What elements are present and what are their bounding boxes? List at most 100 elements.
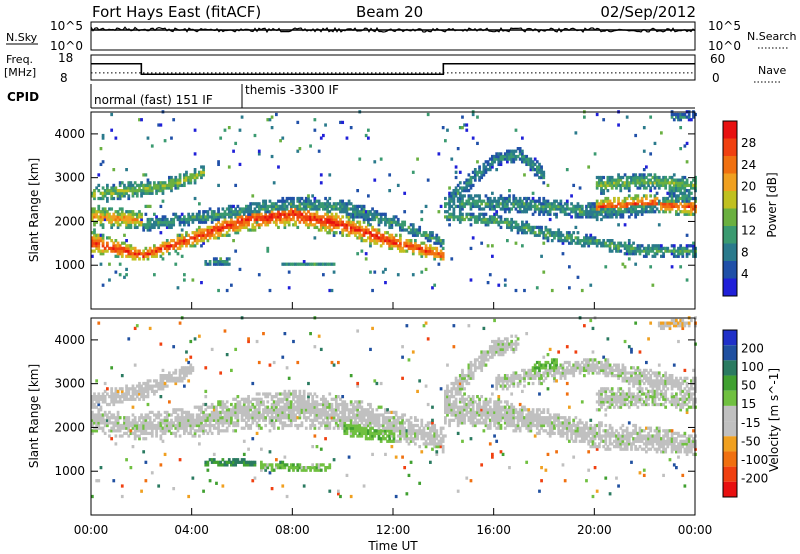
power-cell — [600, 204, 603, 209]
power-cell — [531, 228, 535, 232]
power-cell — [219, 260, 223, 264]
power-cell — [602, 210, 606, 214]
power-cell — [369, 236, 372, 240]
power-cell — [125, 215, 128, 219]
velocity-cell — [304, 408, 308, 412]
velocity-cell — [375, 418, 379, 422]
power-cell — [358, 157, 362, 161]
power-heatmap — [91, 110, 697, 293]
power-cell — [135, 189, 139, 193]
power-cell — [367, 194, 370, 198]
velocity-cell — [114, 392, 118, 396]
velocity-cell — [392, 423, 396, 428]
power-cell — [257, 225, 261, 230]
velocity-cell — [330, 416, 334, 420]
velocity-cell — [326, 466, 330, 470]
power-cell — [313, 215, 317, 219]
power-cell — [491, 207, 494, 211]
power-cell — [240, 210, 244, 214]
velocity-cell — [283, 402, 287, 407]
power-cell — [538, 170, 541, 174]
power-cell — [546, 239, 550, 243]
power-cell — [540, 231, 543, 235]
power-cell — [317, 149, 321, 153]
power-cell — [170, 136, 173, 140]
velocity-cell — [324, 402, 327, 407]
power-cell — [692, 196, 695, 201]
power-cell — [313, 199, 317, 203]
velocity-cell — [236, 460, 240, 464]
power-cell — [399, 246, 402, 251]
velocity-cell — [133, 392, 137, 396]
power-cell — [642, 149, 646, 153]
power-cell — [649, 189, 653, 193]
power-cell — [332, 262, 336, 266]
power-cell — [666, 178, 670, 182]
velocity-cell — [354, 416, 357, 420]
power-cell — [217, 210, 220, 214]
velocity-cell — [221, 402, 225, 407]
power-cell — [232, 149, 235, 153]
power-cell — [99, 249, 103, 253]
power-cell — [200, 215, 203, 219]
power-cell — [176, 246, 180, 251]
power-cell — [157, 220, 161, 224]
velocity-cell — [326, 418, 330, 422]
power-cell — [578, 241, 582, 245]
power-cell — [221, 220, 225, 224]
power-cell — [178, 241, 182, 245]
power-cell — [283, 217, 287, 222]
power-cell — [501, 196, 505, 201]
power-cell — [444, 204, 447, 209]
velocity-cell — [343, 423, 347, 428]
power-cell — [480, 220, 484, 224]
velocity-cell — [176, 376, 180, 380]
power-cell — [155, 223, 158, 227]
power-cell — [572, 210, 576, 214]
power-cell — [317, 220, 321, 224]
power-cell — [657, 186, 661, 190]
power-cell — [210, 231, 214, 235]
velocity-cell — [384, 410, 387, 415]
power-cell — [373, 210, 377, 214]
velocity-cell — [384, 431, 387, 436]
power-cell — [461, 194, 464, 198]
power-cell — [379, 239, 383, 243]
velocity-cell — [317, 463, 321, 467]
velocity-cell — [334, 418, 338, 422]
power-cell — [281, 202, 285, 206]
power-cell — [324, 204, 327, 209]
velocity-cell — [238, 405, 242, 409]
power-cell — [416, 233, 419, 237]
power-cell — [687, 204, 691, 209]
power-cell — [300, 196, 304, 201]
power-cell — [469, 183, 473, 188]
power-cell — [568, 286, 571, 290]
power-cell — [657, 244, 661, 248]
power-cell — [593, 204, 597, 209]
power-cell — [328, 217, 332, 222]
power-cell — [309, 262, 312, 266]
power-cell — [450, 204, 454, 209]
power-cell — [352, 207, 355, 211]
power-cell — [486, 168, 490, 172]
power-cell — [183, 236, 186, 240]
power-cell — [127, 254, 131, 258]
velocity-cell — [307, 381, 310, 386]
velocity-cell — [369, 431, 372, 436]
power-cell — [429, 252, 432, 256]
velocity-cell — [236, 421, 240, 425]
velocity-cell — [322, 421, 325, 425]
power-y-tick-label: 1000 — [54, 258, 85, 272]
power-cell — [506, 154, 509, 159]
power-cell — [525, 160, 529, 164]
power-cell — [619, 215, 623, 219]
velocity-cell — [255, 339, 259, 344]
velocity-cell — [360, 418, 364, 422]
velocity-cell — [281, 408, 285, 412]
velocity-cell — [371, 418, 374, 422]
power-cell — [367, 223, 370, 227]
velocity-cell — [392, 434, 396, 438]
velocity-cell — [358, 416, 362, 420]
power-cell — [649, 199, 653, 203]
